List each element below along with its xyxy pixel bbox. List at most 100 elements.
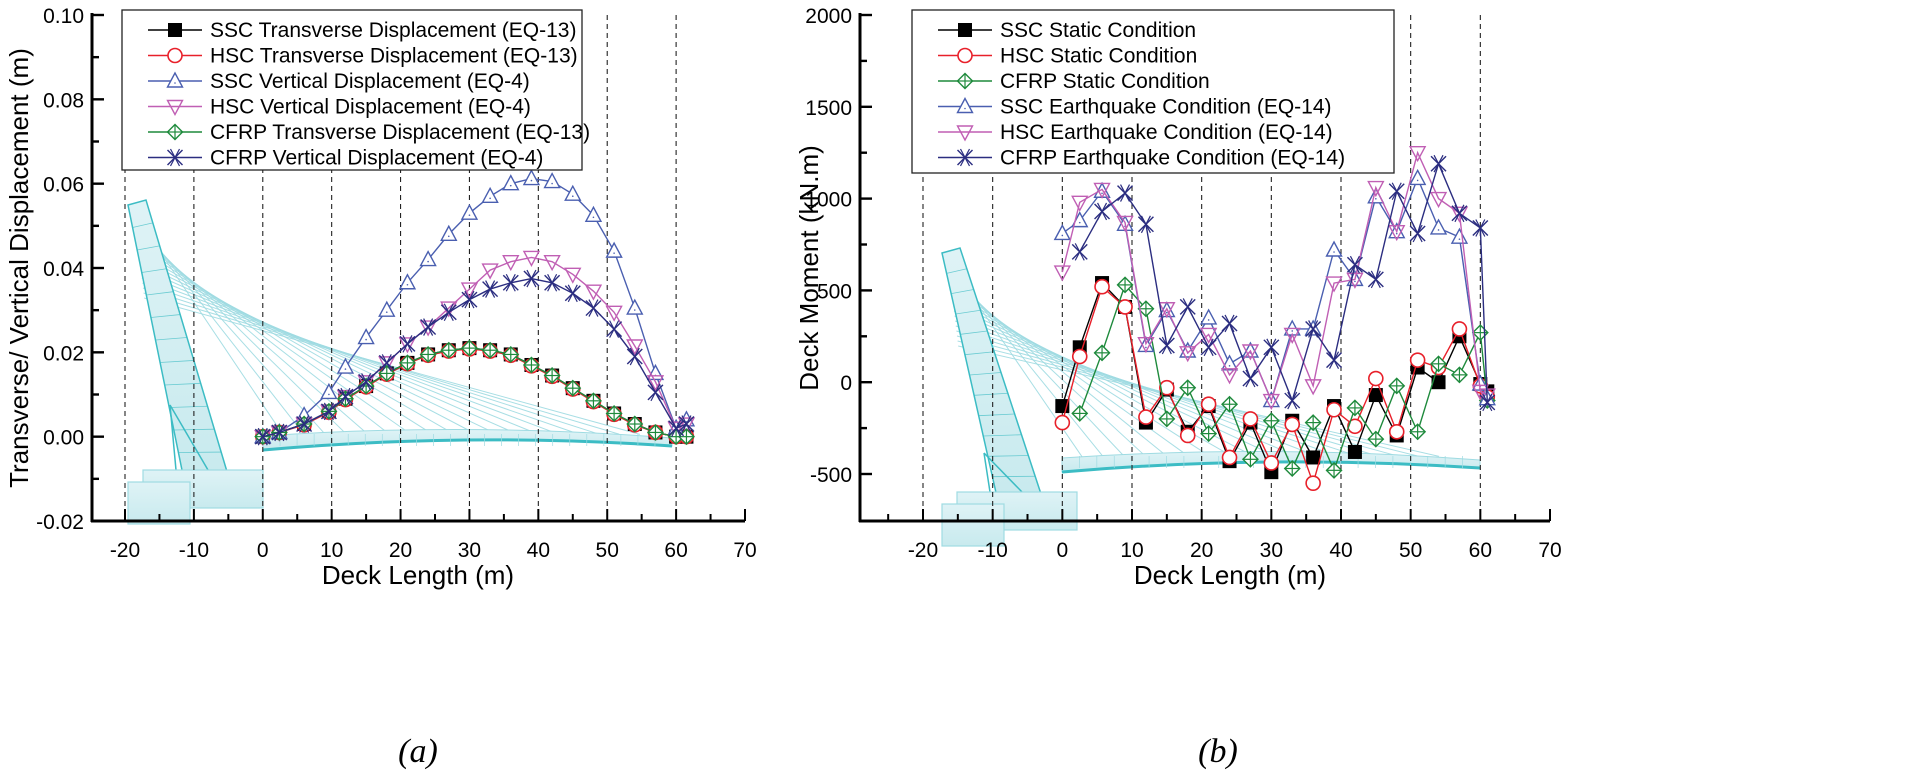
data-point	[1409, 224, 1426, 243]
y-axis-title-a: Transverse/ Vertical Displacement (m)	[4, 48, 34, 488]
data-point	[1242, 369, 1259, 388]
y-tick-label: 0.06	[43, 174, 84, 197]
data-point	[481, 186, 499, 204]
tower-strut	[169, 404, 177, 471]
data-point	[1347, 444, 1362, 459]
data-point	[1284, 416, 1301, 433]
data-point	[481, 263, 499, 280]
series-cfrp-vertical-displacement-eq-4	[254, 269, 695, 446]
data-point	[1326, 401, 1342, 418]
legend-marker	[167, 47, 183, 64]
data-point	[1306, 450, 1321, 465]
x-axis-title-a: Deck Length (m)	[322, 560, 514, 590]
data-point	[1117, 184, 1134, 202]
legend-marker	[956, 125, 974, 142]
y-tick-label: 1500	[805, 97, 852, 120]
data-point	[1158, 302, 1176, 319]
legend-label: HSC Static Condition	[1000, 45, 1197, 68]
legend-marker	[957, 148, 973, 167]
tower-segment	[983, 434, 1022, 437]
data-point	[1450, 227, 1469, 244]
data-point	[460, 203, 479, 220]
data-point	[1409, 423, 1427, 441]
data-point	[1326, 351, 1343, 369]
data-point	[544, 273, 561, 292]
cable-line	[139, 257, 473, 433]
tower-segment	[978, 413, 1015, 417]
x-tick-label: 10	[320, 539, 343, 562]
y-tick-label: 0.02	[43, 342, 84, 365]
data-point	[502, 254, 520, 272]
data-point	[1221, 449, 1238, 466]
tower-segment	[150, 314, 181, 318]
x-tick-label: -10	[179, 539, 209, 562]
x-tick-label: 0	[257, 539, 269, 562]
data-point	[1071, 348, 1088, 365]
series-cfrp-transverse-displacement-eq-13	[254, 339, 695, 446]
x-tick-label: 30	[1260, 539, 1283, 562]
data-point	[271, 423, 288, 442]
data-point	[502, 273, 519, 292]
data-point	[1053, 265, 1072, 282]
data-point	[399, 335, 416, 353]
data-point	[543, 254, 561, 272]
cable-line	[142, 287, 599, 435]
data-point	[1388, 423, 1405, 440]
data-point	[296, 415, 313, 433]
data-point	[523, 269, 540, 288]
y-tick-label: -500	[810, 464, 852, 487]
data-point	[502, 345, 520, 363]
legend-item: HSC Static Condition	[938, 45, 1197, 68]
data-point	[668, 419, 685, 438]
chart-b: -20 -10 0 10 20 30 40 50 60 70 -500 0 500 1000 1500 20…	[794, 5, 1562, 770]
data-point	[440, 341, 458, 359]
data-point	[1263, 338, 1280, 357]
data-point	[606, 320, 623, 338]
series-cfrp-earthquake-condition-eq-14	[1071, 154, 1496, 412]
tower-segment	[969, 372, 1002, 376]
data-point	[1220, 354, 1239, 371]
legend-marker	[168, 23, 182, 37]
legend-item: SSC Earthquake Condition (EQ-14)	[938, 96, 1332, 119]
x-tick-label: 60	[1469, 539, 1492, 562]
legend-label: CFRP Vertical Displacement (EQ-4)	[210, 147, 543, 170]
data-point	[543, 172, 561, 189]
legend-item: CFRP Earthquake Condition (EQ-14)	[938, 147, 1345, 170]
data-point	[1262, 393, 1281, 411]
tower-segment	[132, 222, 153, 228]
data-point	[522, 356, 540, 374]
legend-item: HSC Earthquake Condition (EQ-14)	[938, 121, 1333, 144]
data-point	[378, 300, 396, 317]
cable-line	[958, 345, 1440, 457]
legend-marker	[167, 148, 183, 167]
series-ssc-transverse-displacement-eq-13	[255, 341, 694, 444]
x-tick-label: 10	[1120, 539, 1143, 562]
data-point	[584, 205, 603, 222]
data-point	[678, 415, 695, 433]
data-point	[378, 356, 396, 373]
data-point	[1450, 366, 1468, 384]
x-tick-label: 50	[596, 539, 619, 562]
y-tick-label: 0	[840, 372, 852, 395]
data-point	[564, 284, 581, 303]
data-point	[543, 367, 561, 385]
data-point	[357, 328, 375, 345]
tower-segment	[155, 337, 188, 341]
series-ssc-vertical-displacement-eq-4	[254, 169, 696, 444]
data-point	[1325, 461, 1343, 479]
data-point	[337, 387, 354, 406]
data-point	[1368, 370, 1384, 387]
data-point	[646, 375, 665, 392]
y-tick-label: 2000	[805, 5, 852, 28]
tower-segment	[169, 405, 208, 408]
x-tick-label: 20	[1190, 539, 1213, 562]
x-tick-label: 40	[1329, 539, 1352, 562]
y-tick-label: 1000	[805, 189, 852, 212]
series-hsc-earthquake-condition-eq-14	[1053, 145, 1496, 411]
data-point	[419, 345, 437, 363]
x-tick-label: 30	[458, 539, 481, 562]
data-point	[1179, 427, 1196, 444]
data-point	[1451, 204, 1468, 223]
data-point	[1450, 206, 1469, 223]
data-point	[1388, 224, 1406, 242]
